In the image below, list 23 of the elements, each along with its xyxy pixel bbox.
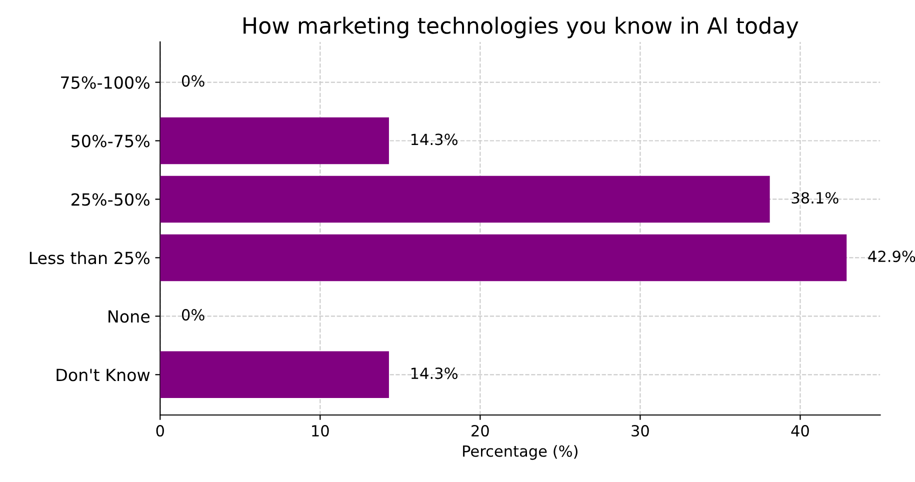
data-label: 42.9% (868, 250, 915, 262)
data-label: 38.1% (792, 192, 838, 204)
x-axis-title: Percentage (%) (463, 445, 578, 460)
x-tick-label: 10 (312, 424, 329, 437)
data-label: 0% (182, 309, 204, 321)
bar (160, 351, 389, 398)
x-tick-label: 40 (791, 424, 809, 437)
data-label: 0% (182, 75, 204, 87)
y-tick-label: 75%-100% (61, 76, 150, 89)
y-tick-label: 50%-75% (72, 134, 150, 148)
x-tick-label: 30 (632, 424, 649, 437)
y-tick-label: None (108, 310, 150, 323)
bar (160, 117, 389, 164)
chart-title: How marketing technologies you know in AI today (244, 16, 798, 38)
bar (160, 176, 770, 223)
y-tick-label: 25%-50% (72, 193, 150, 206)
x-tick-label: 20 (472, 424, 489, 437)
data-label: 14.3% (411, 134, 458, 146)
y-tick-label: Don't Know (56, 368, 150, 382)
data-label: 14.3% (411, 368, 458, 380)
bar (160, 234, 847, 282)
x-tick-label: 0 (156, 424, 164, 437)
y-tick-label: Less than 25% (30, 251, 150, 264)
